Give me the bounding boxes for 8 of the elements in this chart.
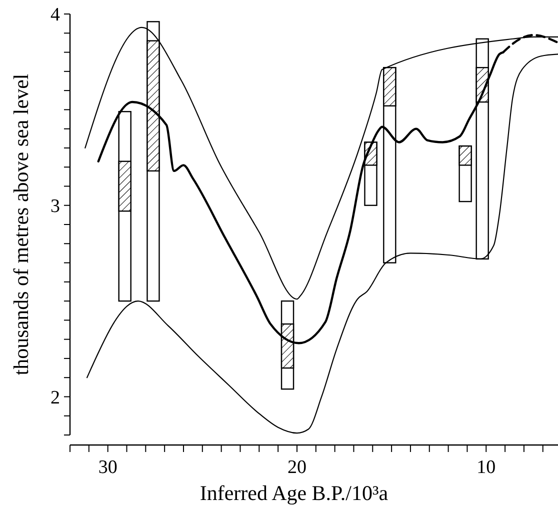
x-axis-title: Inferred Age B.P./10³a (200, 481, 389, 505)
y-tick-label: 2 (50, 387, 60, 408)
y-axis-title: thousands of metres above sea level (9, 74, 33, 376)
x-tick-label: 20 (287, 457, 306, 478)
x-tick-label: 10 (476, 457, 496, 478)
y-tick-label: 4 (50, 4, 60, 26)
x-tick-label: 30 (98, 457, 118, 478)
y-tick-label: 3 (50, 196, 60, 218)
